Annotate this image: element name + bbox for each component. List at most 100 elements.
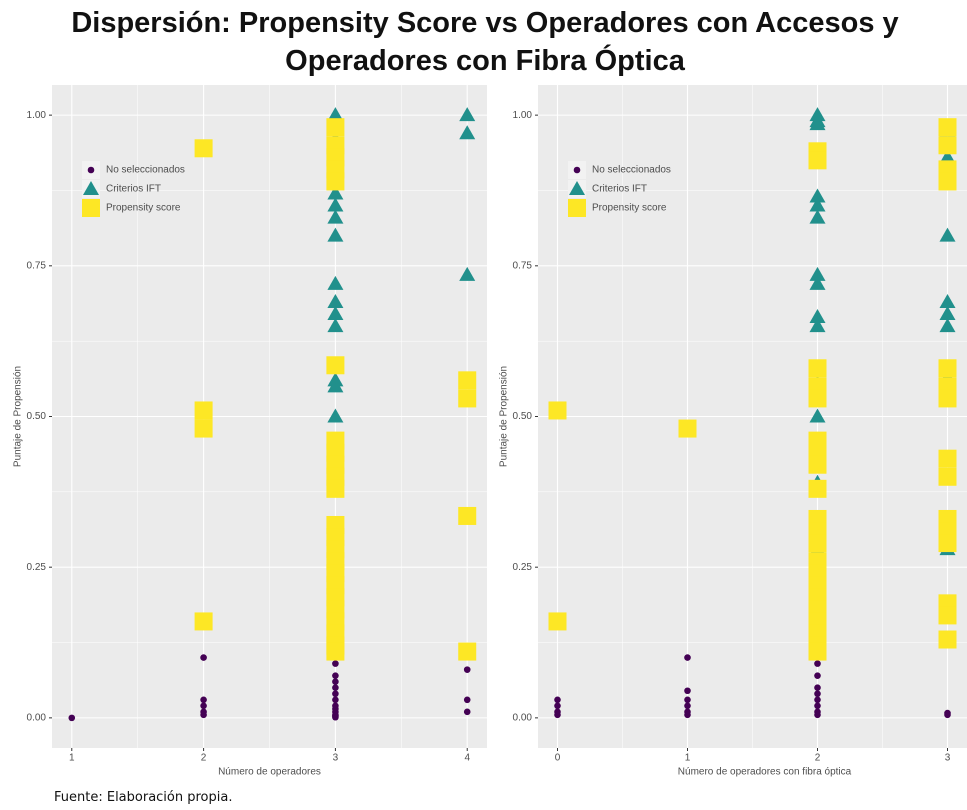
legend-marker [569, 181, 585, 195]
point [684, 687, 691, 695]
chart: 0.00 0.25 0.50 0.75 1.00 1 2 3 4 Número de operad… [13, 85, 967, 778]
legend-marker [83, 181, 99, 195]
point [808, 534, 827, 553]
point [332, 678, 339, 685]
point [554, 711, 561, 719]
point [332, 672, 339, 679]
point [809, 318, 826, 333]
point [332, 660, 339, 667]
point [554, 696, 561, 704]
chart-title: Dispersión: Propensity Score vs Operador… [71, 7, 899, 77]
point [327, 293, 344, 308]
x-axis-label: Número de operadores con fibra óptica [678, 767, 852, 778]
y-tick-label: 0.00 [513, 713, 533, 724]
point [332, 684, 339, 692]
point [458, 389, 477, 408]
point [332, 690, 339, 698]
legend-label: No seleccionados [106, 165, 185, 176]
y-tick-label: 0.50 [27, 411, 47, 422]
point [463, 708, 471, 716]
point [939, 306, 956, 321]
point [327, 306, 344, 321]
point [938, 467, 957, 486]
point [327, 209, 344, 224]
point [814, 684, 821, 692]
point [684, 702, 691, 710]
point [939, 318, 956, 333]
point [684, 711, 691, 719]
point [194, 139, 213, 158]
point [939, 149, 956, 164]
point [808, 359, 827, 378]
legend-label: Propensity score [106, 203, 181, 214]
legend-label: Criterios IFT [106, 184, 161, 195]
point [809, 266, 826, 281]
point [809, 275, 826, 290]
point [327, 275, 344, 290]
legend-marker [568, 199, 586, 217]
point [809, 408, 826, 423]
point [327, 197, 344, 212]
point [200, 702, 207, 710]
y-axis-label: Puntaje de Propensión [499, 366, 510, 467]
point [548, 612, 567, 631]
point [814, 660, 821, 667]
x-tick-label: 2 [201, 753, 207, 764]
point [684, 696, 691, 704]
point [678, 419, 697, 438]
point [194, 419, 213, 438]
y-tick-label: 0.00 [27, 713, 47, 724]
point [326, 479, 345, 498]
point [548, 401, 567, 420]
legend-marker [87, 166, 95, 174]
point [332, 713, 339, 721]
point [459, 107, 476, 122]
point [938, 449, 957, 468]
point [326, 172, 345, 191]
point [938, 606, 957, 625]
point [808, 389, 827, 408]
y-axis-label: Puntaje de Propensión [13, 366, 24, 467]
y-tick-label: 0.25 [27, 562, 47, 573]
y-tick-label: 0.75 [27, 260, 47, 271]
y-tick-label: 1.00 [27, 110, 47, 121]
point [809, 188, 826, 203]
point [458, 506, 477, 525]
point [327, 318, 344, 333]
y-tick-label: 0.25 [513, 562, 533, 573]
point [808, 479, 827, 498]
y-tick-label: 1.00 [513, 110, 533, 121]
point [458, 371, 477, 390]
point [809, 116, 826, 131]
point [68, 714, 76, 722]
x-tick-label: 1 [685, 753, 691, 764]
point [938, 172, 957, 191]
point [938, 359, 957, 378]
point [459, 266, 476, 281]
legend-label: Propensity score [592, 203, 667, 214]
point [938, 136, 957, 155]
point [194, 612, 213, 631]
point [809, 209, 826, 224]
x-axis-label: Número de operadores [218, 767, 321, 778]
point [327, 227, 344, 242]
y-tick-label: 0.50 [513, 411, 533, 422]
x-tick-label: 3 [333, 753, 339, 764]
point [814, 702, 821, 710]
point [458, 642, 477, 661]
point [808, 151, 827, 170]
point [459, 125, 476, 140]
point [554, 702, 561, 710]
point [463, 666, 471, 673]
point [939, 227, 956, 242]
point [326, 642, 345, 661]
point [938, 534, 957, 553]
point [939, 293, 956, 308]
legend-label: No seleccionados [592, 165, 671, 176]
point [200, 711, 207, 719]
point [808, 642, 827, 661]
point [938, 389, 957, 408]
y-tick-label: 0.75 [513, 260, 533, 271]
point [327, 378, 344, 393]
